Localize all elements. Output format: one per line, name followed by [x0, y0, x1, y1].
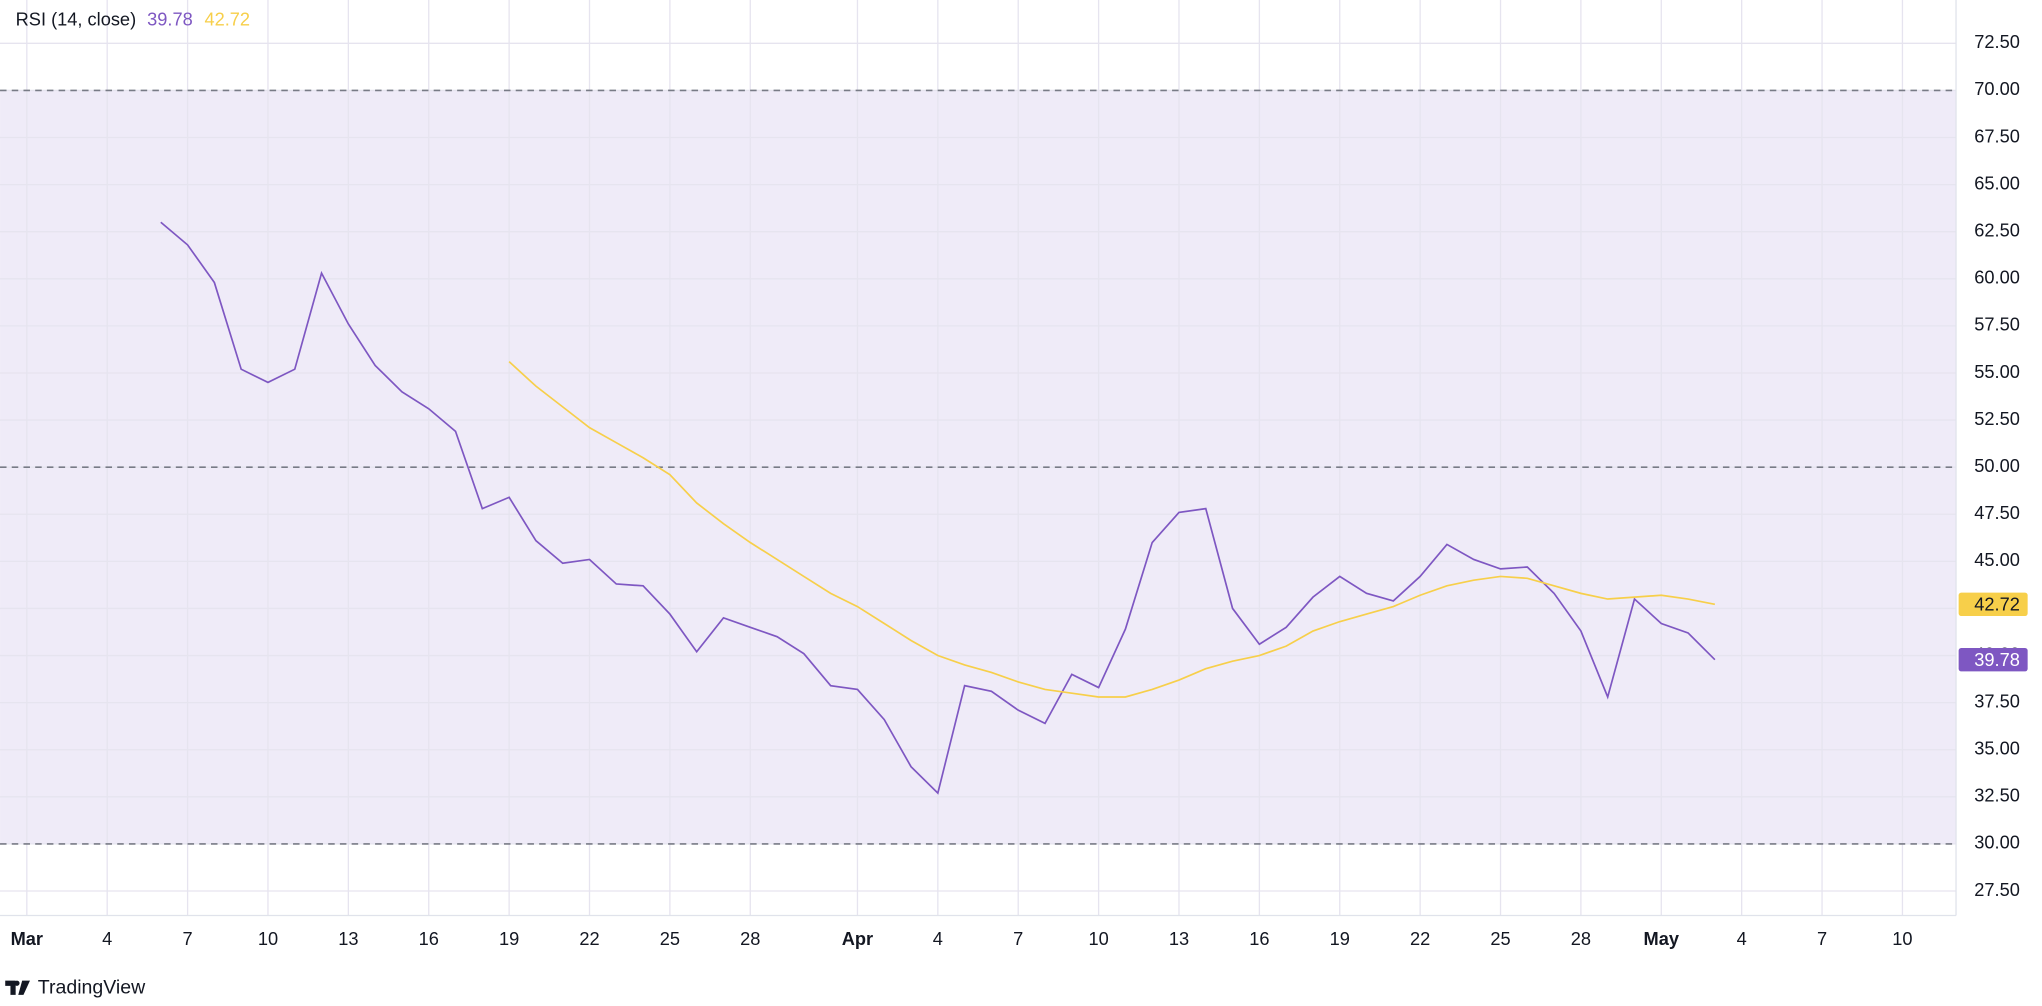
- x-tick-label: 25: [1490, 928, 1510, 949]
- x-tick-label: 28: [740, 928, 760, 949]
- logo: [5, 980, 30, 995]
- x-tick-label: 22: [1410, 928, 1430, 949]
- y-tick-label: 55.00: [1974, 361, 2020, 382]
- x-tick-label: 10: [1088, 928, 1108, 949]
- y-tick-label: 72.50: [1974, 31, 2020, 52]
- y-tick-label: 52.50: [1974, 408, 2020, 429]
- last-value-label: 42.72: [1974, 593, 2020, 614]
- y-tick-label: 27.50: [1974, 879, 2020, 900]
- y-tick-label: 30.00: [1974, 832, 2020, 853]
- x-tick-label: 16: [1249, 928, 1269, 949]
- last-value-label: 39.78: [1974, 649, 2020, 670]
- watermark: TradingView: [38, 977, 146, 999]
- x-tick-label: Mar: [11, 928, 43, 949]
- series-line: [160, 221, 1716, 795]
- indicator-value: 39.78: [147, 9, 193, 30]
- series-line: [508, 361, 1716, 698]
- y-tick-label: 35.00: [1974, 738, 2020, 759]
- y-tick-label: 67.50: [1974, 125, 2020, 146]
- x-tick-label: 19: [499, 928, 519, 949]
- x-tick-label: 22: [579, 928, 599, 949]
- last-value-badge: [1958, 592, 2028, 617]
- x-tick-label: 28: [1571, 928, 1591, 949]
- y-tick-label: 65.00: [1974, 172, 2020, 193]
- x-tick-label: 10: [1892, 928, 1912, 949]
- x-tick-label: 25: [660, 928, 680, 949]
- y-tick-label: 60.00: [1974, 267, 2020, 288]
- plot-area: [0, 0, 1957, 916]
- x-tick-label: 4: [102, 928, 112, 949]
- x-tick-label: 13: [338, 928, 358, 949]
- indicator-value: 42.72: [204, 9, 250, 30]
- x-tick-label: 7: [183, 928, 193, 949]
- y-tick-label: 57.50: [1974, 314, 2020, 335]
- x-tick-label: 4: [1737, 928, 1747, 949]
- x-tick-label: May: [1644, 928, 1680, 949]
- y-tick-label: 70.00: [1974, 78, 2020, 99]
- y-tick-label: 37.50: [1974, 690, 2020, 711]
- y-tick-label: 62.50: [1974, 220, 2020, 241]
- x-tick-label: 19: [1330, 928, 1350, 949]
- y-tick-label: 32.50: [1974, 785, 2020, 806]
- y-tick-label: 47.50: [1974, 502, 2020, 523]
- indicator-title: RSI (14, close): [16, 9, 136, 30]
- y-tick-label: 45.00: [1974, 549, 2020, 570]
- x-tick-label: 7: [1817, 928, 1827, 949]
- x-tick-label: 7: [1013, 928, 1023, 949]
- x-tick-label: Apr: [842, 928, 873, 949]
- x-tick-label: 16: [419, 928, 439, 949]
- x-tick-label: 4: [933, 928, 943, 949]
- x-tick-label: 13: [1169, 928, 1189, 949]
- x-tick-label: 10: [258, 928, 278, 949]
- last-value-badge: [1958, 647, 2028, 672]
- y-tick-label: 50.00: [1974, 455, 2020, 476]
